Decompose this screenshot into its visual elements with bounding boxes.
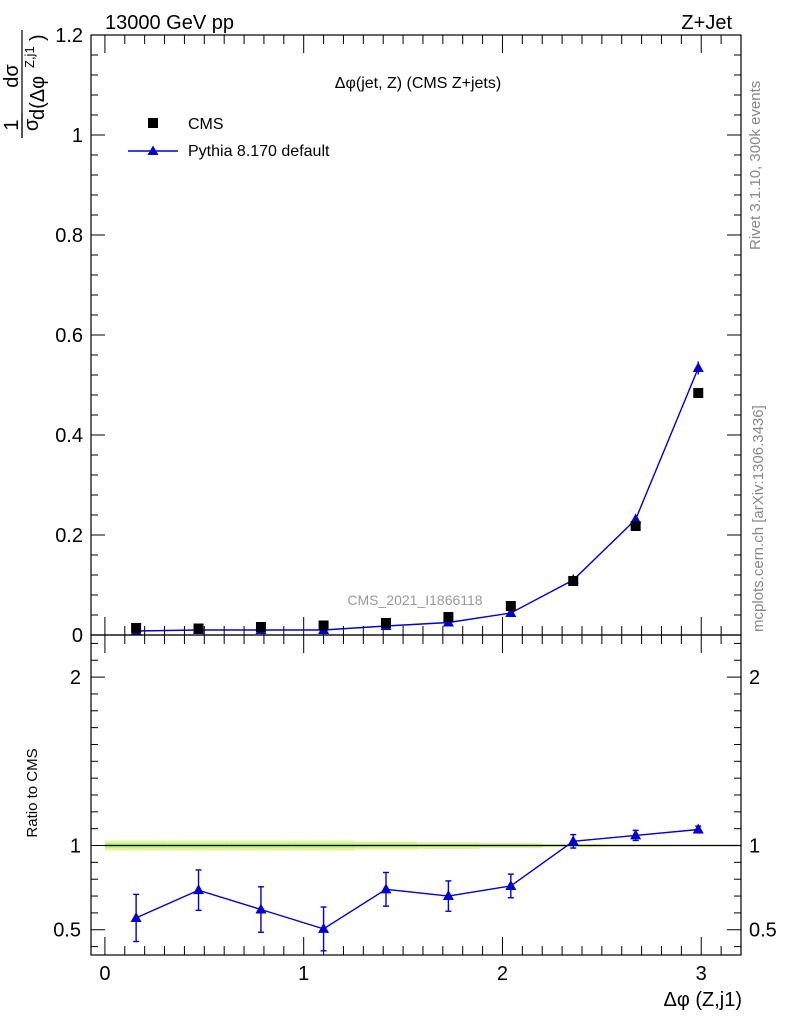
cms-point xyxy=(131,623,142,633)
ratio-pythia-point xyxy=(692,823,704,834)
ratio-x-ticks: 0 1 2 3 xyxy=(99,635,742,985)
ylabel-denominator: d(Δφ xyxy=(27,76,49,120)
ylabel-close: ) xyxy=(27,34,49,41)
main-plot-panel: 0 0.2 0.4 0.6 0.8 1 1.2 Δφ(jet, Z) (CMS Z+jets… xyxy=(55,25,742,647)
watermark: CMS_2021_I1866118 xyxy=(347,592,482,608)
cms-point xyxy=(568,576,579,586)
cms-point xyxy=(505,601,516,611)
ratio-pythia-point xyxy=(130,911,142,922)
ratio-pythia-point xyxy=(630,829,642,840)
main-y-tick-label: 0.6 xyxy=(55,325,83,347)
cms-point xyxy=(630,521,641,531)
ratio-pythia-point xyxy=(505,879,517,890)
ylabel-superscript: Z,j1 xyxy=(22,46,37,68)
main-y-tick-label: 1.2 xyxy=(55,25,83,47)
plot-title: Δφ(jet, Z) (CMS Z+jets) xyxy=(335,75,501,92)
process-label: Z+Jet xyxy=(681,12,732,34)
energy-label: 13000 GeV pp xyxy=(105,12,234,34)
legend-cms-marker xyxy=(148,118,158,128)
ratio-pythia-point xyxy=(193,884,205,895)
ratio-frame xyxy=(90,634,742,956)
x-tick-label: 1 xyxy=(298,963,309,985)
ratio-y-tick-label-right: 1 xyxy=(749,836,760,858)
cms-point xyxy=(443,612,454,622)
main-y-tick-label: 0.4 xyxy=(55,425,83,447)
x-tick-label: 0 xyxy=(99,963,110,985)
legend-cms-label: CMS xyxy=(188,116,224,133)
x-tick-label: 2 xyxy=(497,963,508,985)
main-y-axis-label: 1 σ dσ d(Δφ Z,j1 ) xyxy=(1,30,49,138)
main-y-ticks: 0 0.2 0.4 0.6 0.8 1 1.2 xyxy=(55,25,741,647)
ratio-pythia-point xyxy=(318,922,330,933)
ratio-plot-panel: 0.5 0.5 1 1 2 2 0 1 2 3 Ratio to CMS Δφ (Z,j1) xyxy=(24,634,777,1011)
ratio-y-tick-label: 1 xyxy=(70,836,81,858)
cms-point xyxy=(318,620,329,631)
main-y-tick-label: 0.2 xyxy=(55,525,83,547)
ratio-y-axis-label: Ratio to CMS xyxy=(24,748,41,837)
mcplots-label: mcplots.cern.ch [arXiv:1306.3436] xyxy=(750,405,767,632)
x-axis-label: Δφ (Z,j1) xyxy=(663,989,742,1011)
ratio-y-tick-label-right: 0.5 xyxy=(749,920,777,942)
legend-pythia-label: Pythia 8.170 default xyxy=(188,143,330,160)
cms-point xyxy=(693,388,704,398)
ylabel-numerator: dσ xyxy=(1,64,23,88)
legend-pythia-marker xyxy=(147,145,159,155)
ratio-data-layer xyxy=(130,823,704,952)
x-tick-label: 3 xyxy=(696,963,707,985)
cms-point xyxy=(380,618,391,628)
pythia-line xyxy=(136,367,699,632)
main-data-layer xyxy=(130,361,704,635)
cms-point xyxy=(193,623,204,634)
ylabel-sigma: σ xyxy=(21,118,43,131)
pythia-point xyxy=(692,362,704,372)
main-y-tick-label: 0.8 xyxy=(55,225,83,247)
ratio-pythia-point xyxy=(255,903,267,914)
ratio-y-tick-label-right: 2 xyxy=(749,667,760,689)
ylabel-prefix: 1 xyxy=(1,119,23,130)
rivet-label: Rivet 3.1.10, 300k events xyxy=(747,81,764,250)
ratio-y-tick-label: 0.5 xyxy=(53,920,81,942)
main-y-tick-label: 0 xyxy=(72,625,83,647)
ratio-y-ticks: 0.5 0.5 1 1 2 2 xyxy=(53,642,777,948)
pythia-point xyxy=(505,607,517,617)
cms-point xyxy=(255,622,266,632)
legend: CMS Pythia 8.170 default xyxy=(128,116,330,160)
ratio-pythia-point xyxy=(567,835,579,846)
ratio-pythia-line xyxy=(135,828,699,930)
ratio-pythia-point xyxy=(380,883,392,894)
ratio-y-tick-label: 2 xyxy=(70,667,81,689)
ratio-pythia-point xyxy=(442,890,454,901)
main-y-tick-label: 1 xyxy=(72,125,83,147)
ratio-uncertainty-band xyxy=(104,840,741,851)
